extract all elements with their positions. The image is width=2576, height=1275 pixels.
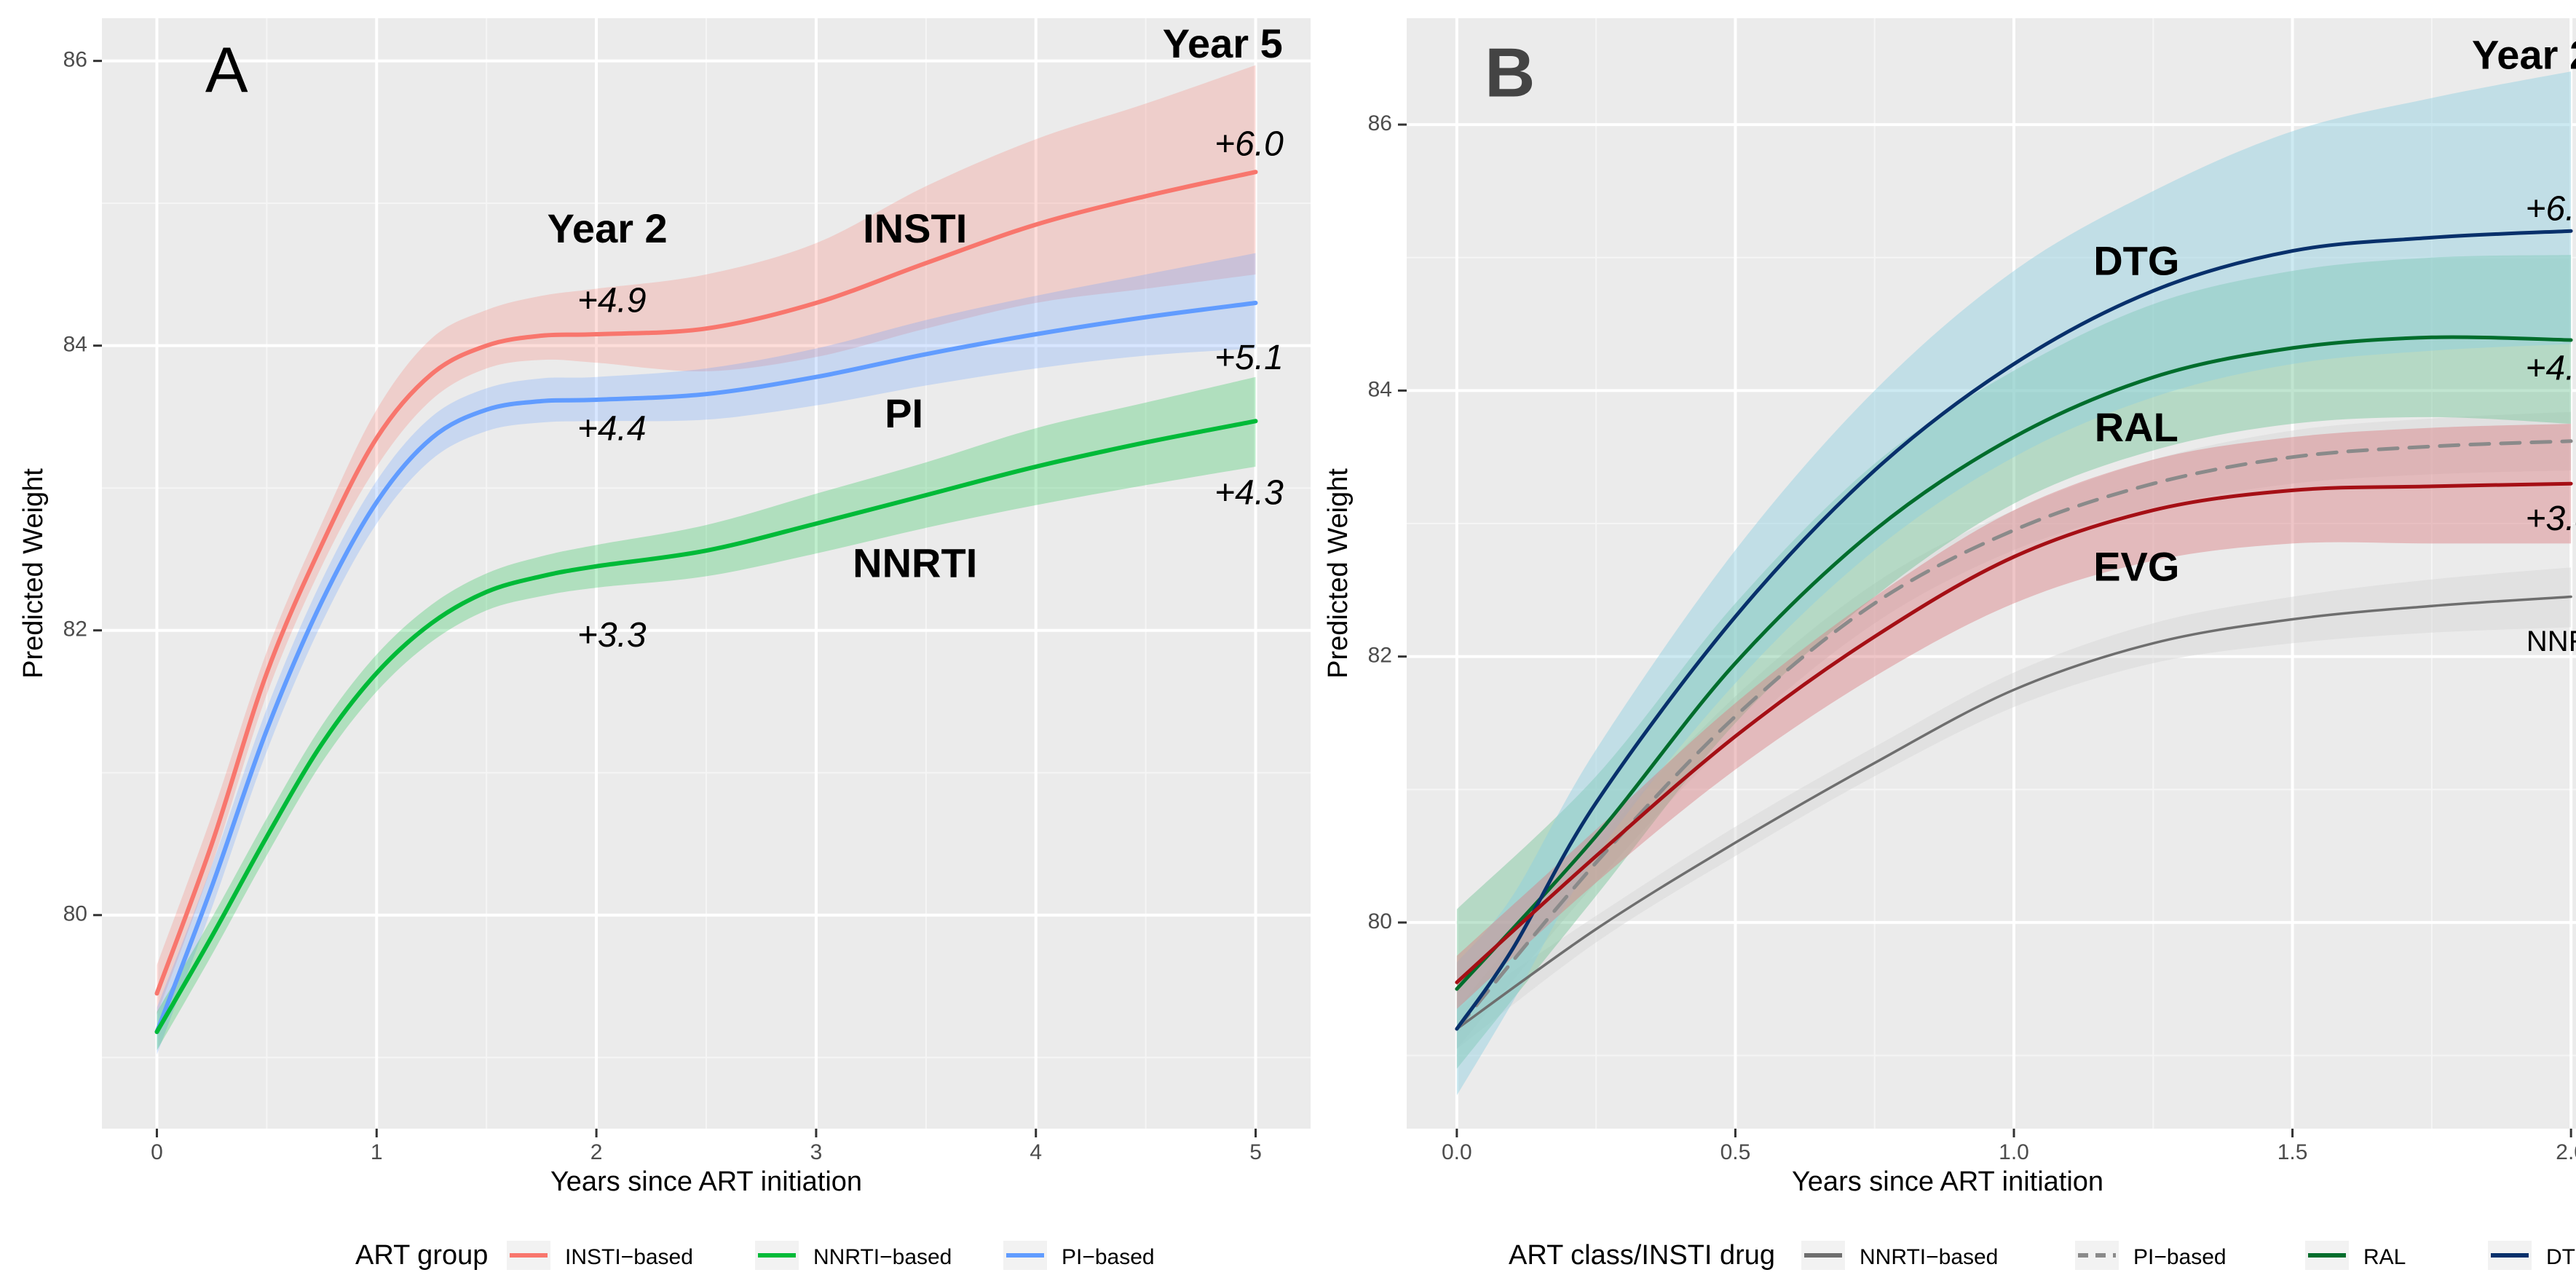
x-tick-label: 0.0 <box>1442 1140 1472 1164</box>
legend: ART class/INSTI drug NNRTI−based PI−based R… <box>1509 1240 2576 1271</box>
legend-label: NNRTI−based <box>1860 1245 1998 1269</box>
x-tick-label: 1 <box>371 1140 383 1164</box>
annotation-a: A <box>205 33 248 106</box>
y-tick-label: 86 <box>63 48 87 72</box>
series-line-nnrti <box>154 419 1258 1035</box>
x-tick-label: 0.5 <box>1720 1140 1751 1164</box>
x-axis-title: Years since ART initiation <box>1792 1167 2103 1197</box>
annotation--4-3: +4.3 <box>1214 474 1284 513</box>
annotation--6-0: +6.0 <box>2525 189 2576 228</box>
y-tick-label: 86 <box>1368 111 1392 135</box>
series-line-ral <box>1455 335 2573 991</box>
y-tick-label: 84 <box>1368 377 1392 401</box>
ci-band-pi <box>157 253 1256 1055</box>
ci-band-evg <box>1456 424 2572 1009</box>
y-tick-label: 80 <box>63 902 87 926</box>
ci-band-pi <box>1456 411 2572 1049</box>
annotation-year-2: Year 2 <box>548 205 668 251</box>
annotation--4-4: +4.4 <box>577 410 647 449</box>
ci-band-dtg <box>1456 71 2572 1096</box>
annotation-b: B <box>1485 34 1535 112</box>
annotation-ral: RAL <box>2095 404 2178 450</box>
series-line-nnrti <box>1455 595 2572 1030</box>
legend-label: PI−based <box>1062 1245 1155 1269</box>
y-tick-label: 80 <box>1368 909 1392 933</box>
annotation--4-9: +4.9 <box>2525 350 2576 388</box>
plot-background <box>1407 18 2576 1129</box>
annotation--3-3: +3.3 <box>577 616 647 655</box>
annotation-dtg: DTG <box>2093 238 2179 284</box>
annotation-year-5: Year 5 <box>1163 20 1283 66</box>
annotation--6-0: +6.0 <box>1214 125 1284 164</box>
series-line-insti <box>154 170 1258 996</box>
x-axis-title: Years since ART initiation <box>550 1167 862 1197</box>
legend-label: NNRTI−based <box>813 1245 952 1269</box>
legend-label: INSTI−based <box>565 1245 693 1269</box>
ci-band-nnrti <box>1456 567 2572 1049</box>
plot-area: A Year 5 Year 2 INSTI +6.0 +4.9 +5.1 +4.4 PI +4.3… <box>102 18 1311 1129</box>
y-tick-label: 82 <box>63 617 87 642</box>
series-line-evg <box>1455 481 2573 984</box>
x-tick-label: 1.0 <box>1999 1140 2029 1164</box>
annotation--5-1: +5.1 <box>1214 339 1284 377</box>
annotation--3-8: +3.8 <box>2525 500 2576 538</box>
annotation-nnrti: NNRTI <box>853 540 977 586</box>
annotation--4-9: +4.9 <box>577 282 647 320</box>
x-tick-label: 2.0 <box>2556 1140 2576 1164</box>
y-axis-title: Predicted Weight <box>18 468 49 679</box>
x-tick-label: 3 <box>810 1140 823 1164</box>
y-tick-label: 82 <box>1368 644 1392 668</box>
annotation-pi: PI <box>885 390 923 436</box>
x-tick-label: 1.5 <box>2277 1140 2308 1164</box>
x-tick-label: 4 <box>1030 1140 1042 1164</box>
annotation-insti: INSTI <box>863 205 967 251</box>
annotation-year-2: Year 2 <box>2472 32 2576 78</box>
y-tick-label: 84 <box>63 333 87 357</box>
legend-label: DTG <box>2546 1245 2576 1269</box>
series-line-pi <box>154 301 1258 1035</box>
annotation-nnr: NNR <box>2526 625 2576 658</box>
series-line-dtg <box>1455 229 2573 1031</box>
x-tick-label: 0 <box>151 1140 163 1164</box>
ci-band-insti <box>157 65 1256 1015</box>
y-axis-title: Predicted Weight <box>1323 468 1354 679</box>
x-tick-label: 5 <box>1249 1140 1262 1164</box>
legend: ART group INSTI−based NNRTI−based PI−based <box>355 1240 1155 1271</box>
legend-label: PI−based <box>2133 1245 2227 1269</box>
series-line-pi <box>1455 439 2573 1031</box>
x-tick-label: 2 <box>590 1140 603 1164</box>
legend-label: RAL <box>2363 1245 2406 1269</box>
annotation-evg: EVG <box>2093 544 2179 590</box>
panel-a: A Year 5 Year 2 INSTI +6.0 +4.9 +5.1 +4.4 PI +4.3… <box>18 18 1311 1271</box>
legend-title: ART class/INSTI drug <box>1509 1240 1775 1271</box>
legend-title: ART group <box>355 1240 488 1271</box>
